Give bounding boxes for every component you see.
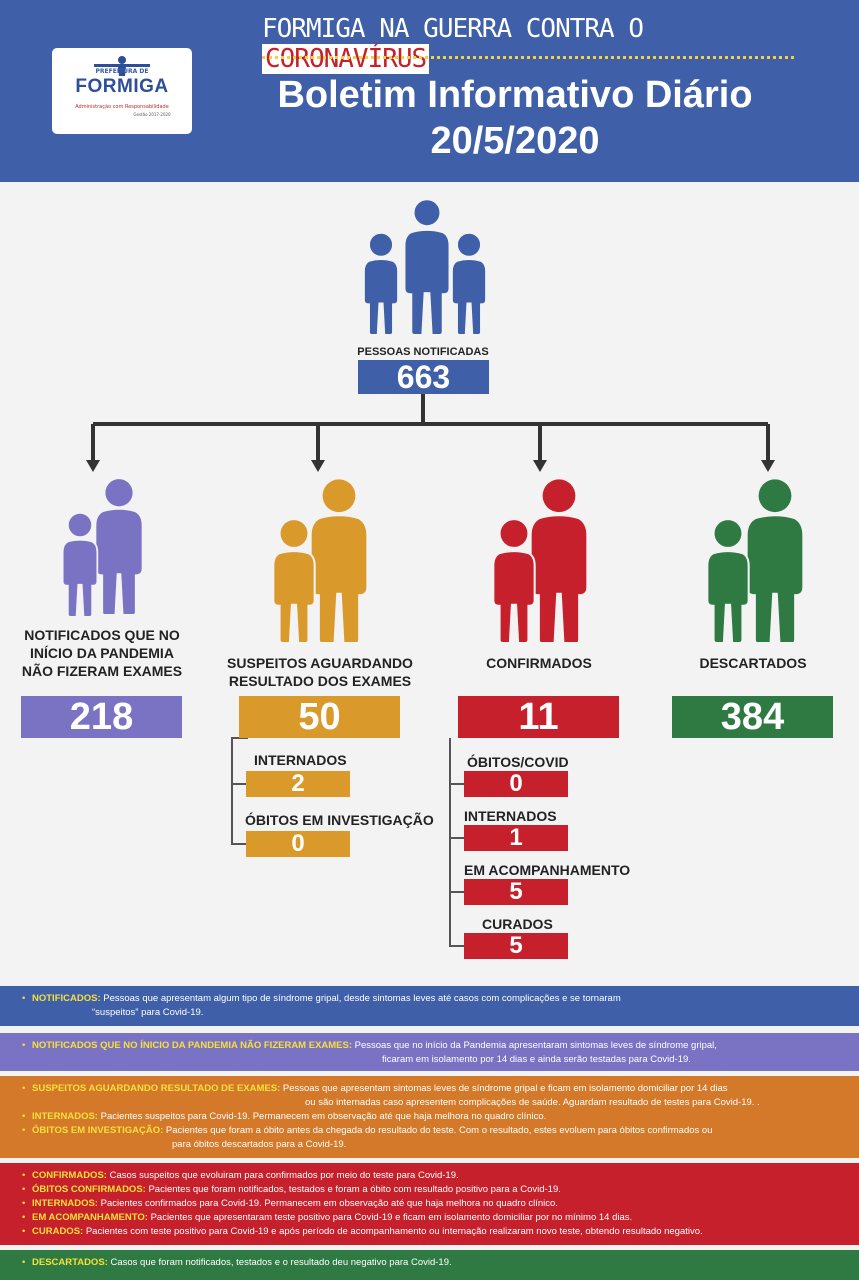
legend-key: NOTIFICADOS: xyxy=(32,993,101,1004)
legend-row: SUSPEITOS AGUARDANDO RESULTADO DE EXAMES… xyxy=(22,1082,849,1096)
people-icon-red xyxy=(491,479,587,642)
legend-key: DESCARTADOS: xyxy=(32,1257,108,1268)
legend-notificados: NOTIFICADOS: Pessoas que apresentam algu… xyxy=(0,986,859,1026)
legend-suspeitos: SUSPEITOS AGUARDANDO RESULTADO DE EXAMES… xyxy=(0,1076,859,1158)
acompanhamento-label: EM ACOMPANHAMENTO xyxy=(464,862,631,878)
formiga-logo: PREFEITURA DE FORMIGA Administração com … xyxy=(52,48,192,134)
notificadas-value: 663 xyxy=(358,360,489,394)
legend-row: ÓBITOS EM INVESTIGAÇÃO: Pacientes que fo… xyxy=(22,1124,849,1138)
campaign-line: FORMIGA NA GUERRA CONTRA O CORONAVÍRUS xyxy=(262,14,802,74)
legend-text: ficaram em isolamento por 14 dias e aind… xyxy=(382,1054,691,1065)
people-icon-purple xyxy=(61,479,142,616)
legend-key: CONFIRMADOS: xyxy=(32,1170,107,1181)
legend-text: Pacientes que foram notificados, testado… xyxy=(148,1184,561,1195)
sem-exames-value: 218 xyxy=(21,696,182,738)
suspeitos-label: SUSPEITOS AGUARDANDO RESULTADO DOS EXAME… xyxy=(222,654,418,690)
legend-text: Pacientes confirmados para Covid-19. Per… xyxy=(100,1198,558,1209)
confirmados-internados-label: INTERNADOS xyxy=(464,808,557,824)
legend-text: Casos que foram notificados, testados e … xyxy=(110,1257,452,1268)
legend-text: Casos suspeitos que evoluiram para confi… xyxy=(109,1170,459,1181)
arrowheads xyxy=(86,460,775,472)
legend-row: INTERNADOS: Pacientes confirmados para C… xyxy=(22,1197,849,1211)
confirmados-internados-value: 1 xyxy=(464,825,568,851)
suspeitos-internados-value: 2 xyxy=(246,771,350,797)
bulletin-title: Boletim Informativo Diário xyxy=(277,74,753,116)
notificadas-label: PESSOAS NOTIFICADAS xyxy=(357,346,489,358)
legend-text: Pacientes suspeitos para Covid-19. Perma… xyxy=(100,1111,547,1122)
logo-prefeitura: PREFEITURA DE xyxy=(95,68,149,75)
legend-row: CONFIRMADOS: Casos suspeitos que evoluir… xyxy=(22,1169,849,1183)
people-icon-orange xyxy=(271,479,367,642)
legend-text: Pessoas que no início da Pandemia aprese… xyxy=(354,1040,717,1051)
confirmados-value: 11 xyxy=(458,696,619,738)
legend-confirmados: CONFIRMADOS: Casos suspeitos que evoluir… xyxy=(0,1163,859,1245)
legend-row: INTERNADOS: Pacientes suspeitos para Cov… xyxy=(22,1110,849,1124)
sem-exames-label-1: NOTIFICADOS QUE NO xyxy=(24,627,180,643)
sem-exames-label-2: INÍCIO DA PANDEMIA xyxy=(30,645,174,661)
family-icon xyxy=(363,198,487,334)
legend-text: Pessoas que apresentam sintomas leves de… xyxy=(282,1083,728,1094)
legend-text: para óbitos descartados para a Covid-19. xyxy=(172,1139,347,1150)
legend-key: ÓBITOS CONFIRMADOS: xyxy=(32,1184,146,1195)
obitos-investigacao-value: 0 xyxy=(246,831,350,857)
logo-gestao: Gestão 2017-2020 xyxy=(133,112,171,117)
dotted-divider xyxy=(262,56,794,59)
suspeitos-label-1: SUSPEITOS AGUARDANDO xyxy=(227,655,413,671)
bulletin-date: 20/5/2020 xyxy=(430,120,600,162)
legend-text: Pessoas que apresentam algum tipo de sín… xyxy=(103,993,621,1004)
legend-sem-exames: NOTIFICADOS QUE NO ÍNICIO DA PANDEMIA NÃ… xyxy=(0,1033,859,1071)
legend-row: DESCARTADOS: Casos que foram notificados… xyxy=(22,1256,849,1270)
legend-descartados: DESCARTADOS: Casos que foram notificados… xyxy=(0,1250,859,1280)
legend-key: EM ACOMPANHAMENTO: xyxy=(32,1212,148,1223)
obitos-covid-value: 0 xyxy=(464,771,568,797)
legend-key: INTERNADOS: xyxy=(32,1198,98,1209)
legend-key: CURADOS: xyxy=(32,1226,84,1237)
legend-key: ÓBITOS EM INVESTIGAÇÃO: xyxy=(32,1125,164,1136)
legend-key: SUSPEITOS AGUARDANDO RESULTADO DE EXAMES… xyxy=(32,1083,281,1094)
legend-row: ÓBITOS CONFIRMADOS: Pacientes que foram … xyxy=(22,1183,849,1197)
descartados-value: 384 xyxy=(672,696,833,738)
confirmados-label: CONFIRMADOS xyxy=(486,655,592,671)
legend-text: Pacientes que apresentaram teste positiv… xyxy=(150,1212,633,1223)
sub-connectors xyxy=(231,737,464,947)
sem-exames-label-3: NÃO FIZERAM EXAMES xyxy=(21,663,183,679)
logo-slogan: Administração com Responsabilidade xyxy=(75,104,169,110)
logo-name: FORMIGA xyxy=(75,76,169,97)
curados-label: CURADOS xyxy=(482,916,553,932)
legend-text: Pacientes com teste positivo para Covid-… xyxy=(85,1226,703,1237)
suspeitos-internados-label: INTERNADOS xyxy=(254,752,347,768)
legend-key: INTERNADOS: xyxy=(32,1111,98,1122)
tree-connector xyxy=(91,394,770,462)
curados-value: 5 xyxy=(464,933,568,959)
legend-key: NOTIFICADOS QUE NO ÍNICIO DA PANDEMIA NÃ… xyxy=(32,1040,353,1051)
obitos-investigacao-label: ÓBITOS EM INVESTIGAÇÃO xyxy=(245,812,434,828)
header-banner: PREFEITURA DE FORMIGA Administração com … xyxy=(0,0,859,182)
people-icon-green xyxy=(705,479,803,642)
descartados-label: DESCARTADOS xyxy=(699,655,807,671)
figures-layer xyxy=(61,198,803,947)
campaign-text: FORMIGA NA GUERRA CONTRA O xyxy=(262,14,644,44)
coronavirus-word: CORONAVÍRUS xyxy=(262,44,430,74)
acompanhamento-value: 5 xyxy=(464,879,568,905)
christ-statue-icon xyxy=(94,56,150,76)
legend-text: “suspeitos” para Covid-19. xyxy=(92,1007,204,1018)
legend-row: NOTIFICADOS QUE NO ÍNICIO DA PANDEMIA NÃ… xyxy=(22,1039,849,1053)
legend-row: CURADOS: Pacientes com teste positivo pa… xyxy=(22,1225,849,1239)
sem-exames-label: NOTIFICADOS QUE NO INÍCIO DA PANDEMIA NÃ… xyxy=(10,626,194,680)
legend-row: EM ACOMPANHAMENTO: Pacientes que apresen… xyxy=(22,1211,849,1225)
legend-row: NOTIFICADOS: Pessoas que apresentam algu… xyxy=(22,992,849,1006)
obitos-covid-label: ÓBITOS/COVID xyxy=(467,754,569,770)
legend-text: Pacientes que foram a óbito antes da che… xyxy=(165,1125,713,1136)
suspeitos-value: 50 xyxy=(239,696,400,738)
suspeitos-label-2: RESULTADO DOS EXAMES xyxy=(228,673,412,689)
legend-text: ou são internadas caso apresentem compli… xyxy=(305,1097,760,1108)
